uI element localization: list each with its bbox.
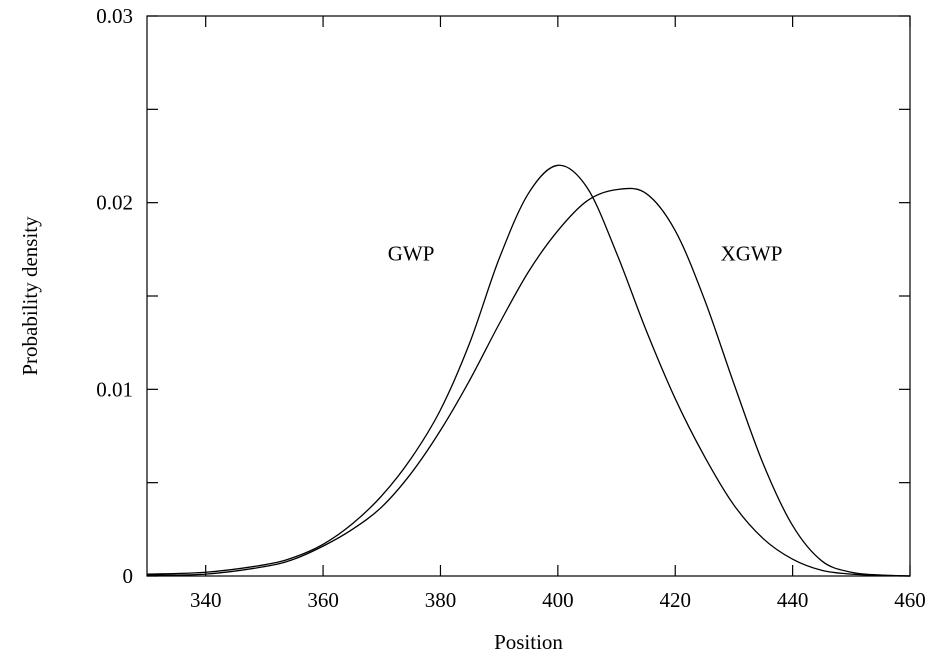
x-tick-label: 440 — [777, 588, 809, 612]
x-tick-label: 420 — [659, 588, 691, 612]
x-axis-label: Position — [494, 630, 563, 654]
x-tick-label: 400 — [542, 588, 574, 612]
tick-labels: 340 360 380 400 420 440 460 0 0.01 0.02 0.03 — [96, 4, 926, 612]
x-tick-label: 340 — [190, 588, 222, 612]
curve-xgwp — [146, 187, 911, 577]
axis-ticks — [147, 15, 911, 577]
x-tick-label: 460 — [894, 588, 926, 612]
curve-label-xgwp: XGWP — [721, 242, 783, 266]
y-tick-label: 0.02 — [96, 191, 133, 215]
y-tick-label: 0.01 — [96, 377, 133, 401]
y-tick-label: 0 — [123, 564, 134, 588]
curve-label-gwp: GWP — [388, 242, 435, 266]
y-tick-label: 0.03 — [96, 4, 133, 28]
curve-gwp — [146, 164, 911, 577]
curves — [146, 164, 911, 577]
curve-labels: GWP XGWP — [388, 242, 783, 266]
plot-frame — [146, 15, 911, 577]
x-tick-label: 380 — [425, 588, 457, 612]
y-axis-label: Probability density — [18, 216, 42, 376]
x-tick-label: 360 — [307, 588, 339, 612]
